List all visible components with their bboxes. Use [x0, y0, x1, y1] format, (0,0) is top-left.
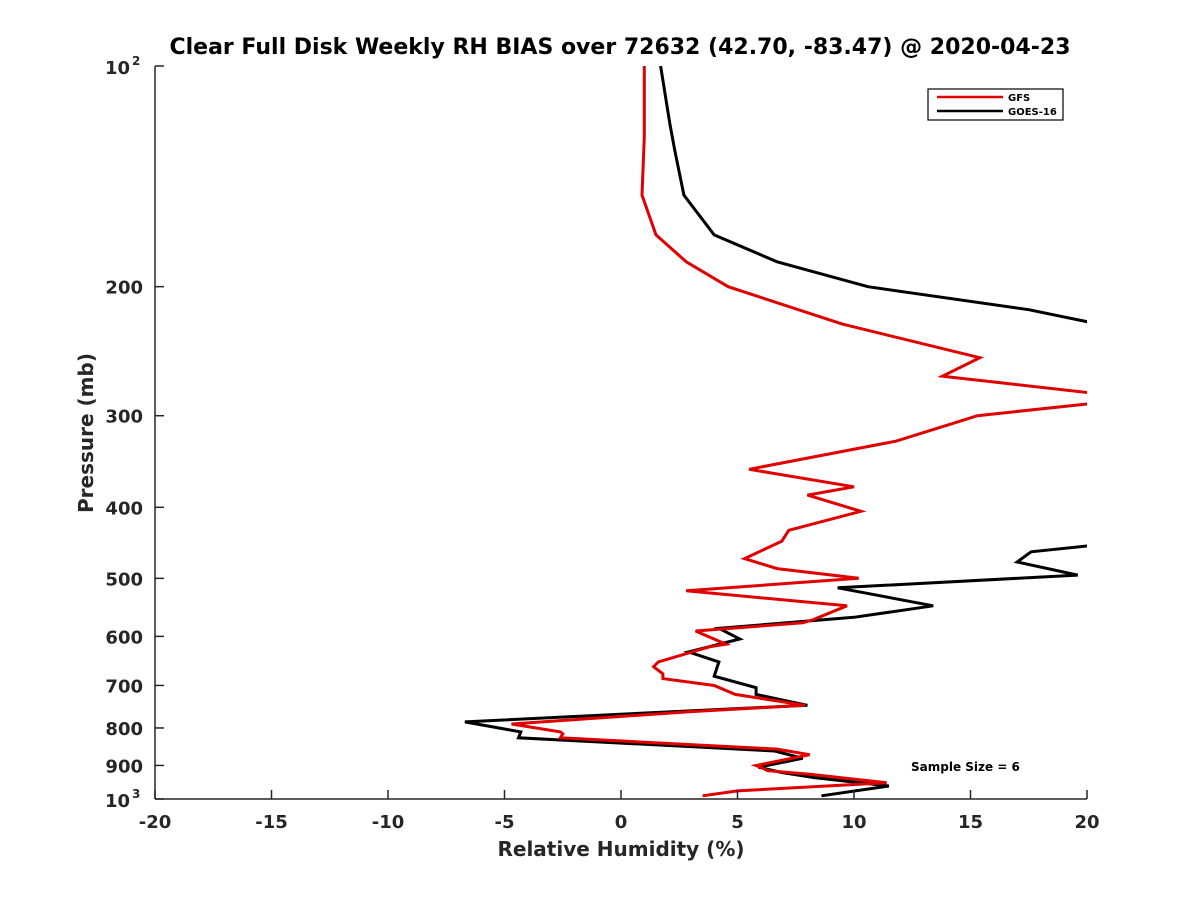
x-axis-label: Relative Humidity (%): [497, 837, 744, 861]
x-tick-label: 10: [841, 812, 866, 833]
series-layer: [464, 66, 1087, 798]
x-tick-label: -20: [139, 812, 172, 833]
legend-label-goes16: GOES-16: [1008, 107, 1057, 118]
y-tick-label: 200: [105, 278, 143, 299]
y-tick-exponent: 2: [132, 54, 140, 68]
legend-label-gfs: GFS: [1008, 93, 1030, 104]
legend-box: [927, 88, 1064, 121]
y-tick-label: 900: [105, 756, 143, 777]
y-tick-label: 500: [105, 569, 143, 590]
y-tick-label: 700: [105, 676, 143, 697]
y-tick-label: 600: [105, 627, 143, 648]
x-tick-label: 0: [615, 812, 628, 833]
x-tick-label: 5: [731, 812, 744, 833]
y-tick-label: 300: [105, 407, 143, 428]
sample-size-annotation: Sample Size = 6: [911, 760, 1020, 774]
series-line-goes16-upper: [659, 66, 1087, 324]
y-axis-label: Pressure (mb): [74, 353, 98, 513]
x-tick-label: -10: [372, 812, 405, 833]
chart-title: Clear Full Disk Weekly RH BIAS over 7263…: [169, 35, 1070, 60]
y-tick-exponent: 3: [132, 787, 140, 801]
x-tick-label: 15: [958, 812, 983, 833]
y-tick-label: 400: [105, 498, 143, 519]
y-tick-label: 800: [105, 719, 143, 740]
y-tick-label: 10: [105, 58, 130, 79]
plot-area: -20 -15 -10 -5 0 5 10 15 20 10 220030040050060070…: [105, 54, 1100, 833]
x-ticks: -20 -15 -10 -5 0 5 10 15 20: [139, 790, 1100, 833]
legend: GFS GOES-16: [927, 88, 1064, 121]
series-line-gfs: [511, 66, 1087, 798]
x-tick-label: -5: [495, 812, 515, 833]
y-tick-label: 10: [105, 791, 130, 812]
series-line-goes16-lower: [464, 544, 1087, 798]
x-tick-label: 20: [1074, 812, 1099, 833]
x-tick-label: -15: [255, 812, 288, 833]
